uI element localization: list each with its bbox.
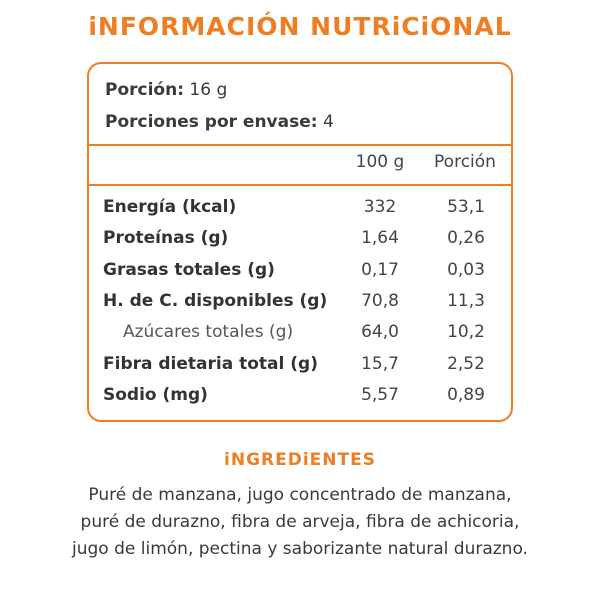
portion-label: Porción: bbox=[105, 80, 185, 100]
nutrient-value-100g: 70,8 bbox=[361, 291, 399, 311]
nutrient-value-100g: 1,64 bbox=[361, 228, 399, 248]
nutrient-value-portion: 0,89 bbox=[447, 385, 485, 405]
nutrient-row: Sodio (mg) 5,57 0,89 bbox=[89, 385, 511, 415]
servings-value: 4 bbox=[322, 112, 334, 132]
nutrient-row-sub: Azúcares totales (g) 64,0 10,2 bbox=[89, 322, 511, 352]
nutrition-facts-panel: Porción: 16 g Porciones por envase: 4 10… bbox=[87, 62, 513, 422]
ingredients-line: jugo de limón, pectina y saborizante nat… bbox=[72, 539, 528, 559]
portion-value: 16 g bbox=[189, 80, 228, 100]
nutrient-name: Energía (kcal) bbox=[103, 197, 237, 217]
nutrient-row: Proteínas (g) 1,64 0,26 bbox=[89, 228, 511, 258]
servings-row: Porciones por envase: 4 bbox=[105, 112, 334, 132]
nutrient-name: Sodio (mg) bbox=[103, 385, 208, 405]
column-header-portion: Porción bbox=[434, 152, 496, 172]
nutrient-value-portion: 53,1 bbox=[447, 197, 485, 217]
nutrient-value-portion: 0,26 bbox=[447, 228, 485, 248]
nutrient-row: H. de C. disponibles (g) 70,8 11,3 bbox=[89, 291, 511, 321]
nutrient-value-portion: 11,3 bbox=[447, 291, 485, 311]
divider-header bbox=[89, 184, 511, 186]
ingredients-line: puré de durazno, fibra de arveja, fibra … bbox=[80, 512, 520, 532]
nutrient-value-100g: 5,57 bbox=[361, 385, 399, 405]
column-header-100g: 100 g bbox=[355, 152, 405, 172]
nutrient-name: Grasas totales (g) bbox=[103, 260, 275, 280]
servings-label: Porciones por envase: bbox=[105, 112, 318, 132]
nutrient-value-100g: 64,0 bbox=[361, 322, 399, 342]
ingredients-text: Puré de manzana, jugo concentrado de man… bbox=[20, 482, 580, 563]
nutrient-name: Proteínas (g) bbox=[103, 228, 229, 248]
nutrient-name: Azúcares totales (g) bbox=[123, 322, 294, 342]
nutrient-value-portion: 10,2 bbox=[447, 322, 485, 342]
nutrient-value-100g: 0,17 bbox=[361, 260, 399, 280]
nutrient-value-portion: 2,52 bbox=[447, 354, 485, 374]
nutrient-value-portion: 0,03 bbox=[447, 260, 485, 280]
nutrient-name: Fibra dietaria total (g) bbox=[103, 354, 318, 374]
nutrient-value-100g: 332 bbox=[363, 197, 397, 217]
nutrient-value-100g: 15,7 bbox=[361, 354, 399, 374]
nutrient-row: Fibra dietaria total (g) 15,7 2,52 bbox=[89, 354, 511, 384]
divider-top bbox=[89, 144, 511, 146]
nutrient-row: Grasas totales (g) 0,17 0,03 bbox=[89, 260, 511, 290]
nutrition-title: iNFORMACIÓN NUTRiCiONAL bbox=[88, 12, 512, 41]
nutrient-name: H. de C. disponibles (g) bbox=[103, 291, 328, 311]
ingredients-line: Puré de manzana, jugo concentrado de man… bbox=[88, 485, 512, 505]
ingredients-title: iNGREDiENTES bbox=[224, 450, 376, 470]
nutrient-row: Energía (kcal) 332 53,1 bbox=[89, 197, 511, 227]
portion-row: Porción: 16 g bbox=[105, 80, 227, 100]
